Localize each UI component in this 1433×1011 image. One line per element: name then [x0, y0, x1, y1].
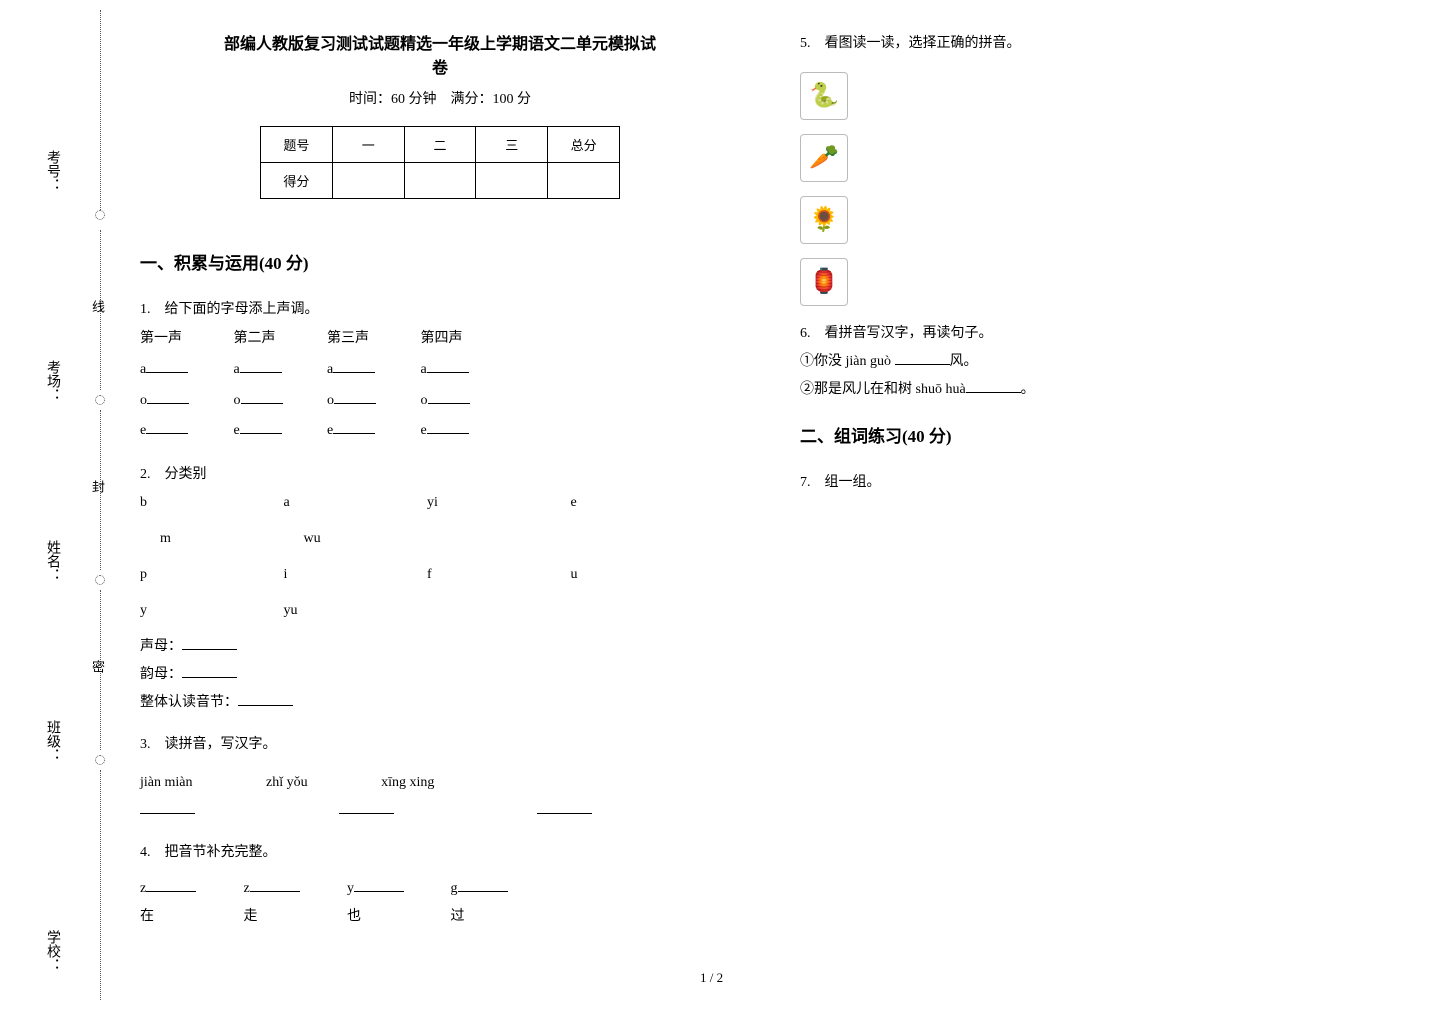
section-heading: 二、组词练习(40 分) [800, 422, 1400, 447]
score-table: 题号 一 二 三 总分 得分 [260, 126, 620, 199]
question-2: 2. 分类别 b a yi e m wu p i f u y yu 声母： 韵母… [140, 461, 740, 717]
time-fullscore: 时间：60 分钟 满分：100 分 [140, 88, 740, 108]
spine-label: 线 [88, 300, 107, 313]
question-7: 7. 组一组。 [800, 469, 1400, 497]
question-4: 4. 把音节补充完整。 z在 z走 y也 g过 [140, 839, 740, 931]
q7-prompt: 7. 组一组。 [800, 469, 1400, 497]
exam-title: 部编人教版复习测试试题精选一年级上学期语文二单元模拟试 卷 [140, 30, 740, 78]
picture-icon: 🌻 [800, 196, 848, 244]
spine-label: 封 [88, 480, 107, 493]
side-label: 姓名： [42, 540, 62, 582]
side-label: 考号： [42, 150, 62, 192]
side-label: 学校： [42, 930, 62, 972]
q1-prompt: 1. 给下面的字母添上声调。 [140, 296, 740, 324]
side-label: 班级： [42, 720, 62, 762]
picture-icon: 🐍 [800, 72, 848, 120]
section-heading: 一、积累与运用(40 分) [140, 249, 740, 274]
q6-prompt: 6. 看拼音写汉字，再读句子。 [800, 320, 1400, 348]
picture-icon: 🏮 [800, 258, 848, 306]
question-3: 3. 读拼音，写汉字。 jiàn miàn zhǐ yǒu xīng xing [140, 731, 740, 825]
q2-whole-line: 整体认读音节： [140, 689, 740, 717]
q5-prompt: 5. 看图读一读，选择正确的拼音。 [800, 30, 1400, 58]
page-content: 部编人教版复习测试试题精选一年级上学期语文二单元模拟试 卷 时间：60 分钟 满… [140, 30, 1400, 950]
question-6: 6. 看拼音写汉字，再读句子。 ①你没 jiàn guò 风。 ②那是风儿在和树… [800, 320, 1400, 404]
q4-prompt: 4. 把音节补充完整。 [140, 839, 740, 867]
table-row: 得分 [261, 163, 620, 199]
side-label: 考场： [42, 360, 62, 402]
page-number: 1 / 2 [700, 970, 723, 986]
spine-label: 密 [88, 660, 107, 673]
table-row: 题号 一 二 三 总分 [261, 127, 620, 163]
q2-initials-line: 声母： [140, 633, 740, 661]
q2-prompt: 2. 分类别 [140, 461, 740, 489]
q2-finals-line: 韵母： [140, 661, 740, 689]
picture-icon: 🥕 [800, 134, 848, 182]
question-1: 1. 给下面的字母添上声调。 第一声 第二声 第三声 第四声 a a a a o… [140, 296, 740, 447]
q3-prompt: 3. 读拼音，写汉字。 [140, 731, 740, 759]
question-5: 5. 看图读一读，选择正确的拼音。 🐍 🥕 🌻 🏮 [800, 30, 1400, 306]
